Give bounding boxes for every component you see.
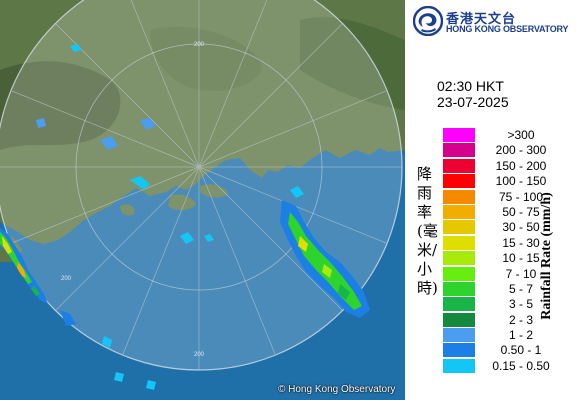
island	[200, 184, 228, 198]
observation-time: 02:30 HKT	[437, 78, 504, 94]
info-panel: 香港天文台 HONG KONG OBSERVATORY 02:30 HKT 23…	[405, 0, 577, 400]
legend-label: 150 - 200	[495, 158, 547, 173]
legend-label: 0.15 - 0.50	[492, 358, 550, 373]
legend-swatch	[443, 266, 475, 281]
legend-swatch	[443, 158, 475, 173]
legend-label: 2 - 3	[508, 312, 533, 327]
legend-label: 10 - 15	[502, 251, 540, 266]
hko-logo: 香港天文台 HONG KONG OBSERVATORY	[413, 6, 575, 40]
legend-swatch	[443, 128, 475, 142]
copyright-credit: © Hong Kong Observatory	[278, 384, 396, 395]
range-label-south: 200	[194, 352, 205, 358]
highland	[300, 17, 405, 110]
legend-label: 5 - 7	[508, 281, 533, 296]
observation-date: 23-07-2025	[437, 94, 509, 110]
legend-label: 100 - 150	[495, 174, 547, 189]
legend-swatch	[443, 235, 475, 250]
radar-image: 200 200 200	[0, 0, 405, 400]
legend-label: 7 - 10	[505, 266, 537, 281]
legend-swatch	[443, 297, 475, 312]
legend-label: 0.50 - 1	[500, 343, 542, 358]
legend-label: >300	[507, 128, 535, 142]
legend-label: 30 - 50	[502, 220, 540, 235]
legend-swatch	[443, 281, 475, 296]
radar-map: 200 200 200 © Hong Kong Observatory	[0, 0, 405, 400]
legend-label: 1 - 2	[508, 328, 533, 343]
legend-swatch	[443, 312, 475, 327]
legend-title-chinese: 降雨率(毫米/小時)	[417, 165, 438, 297]
island	[120, 204, 135, 216]
legend-swatch	[443, 220, 475, 235]
rain-echoes	[0, 44, 370, 390]
legend-label: 15 - 30	[502, 235, 540, 250]
legend-swatch	[443, 143, 475, 158]
range-label-north: 200	[194, 42, 205, 48]
legend-title-english: Rainfall Rate (mm/h)	[539, 192, 554, 320]
hko-emblem-icon	[413, 6, 443, 36]
legend-label: 50 - 75	[502, 204, 540, 219]
range-label-west: 200	[61, 276, 72, 282]
legend-swatch	[443, 174, 475, 189]
island	[168, 194, 196, 211]
legend-label: 75 - 100	[498, 189, 544, 204]
legend-label: 3 - 5	[508, 297, 533, 312]
agency-name-chinese: 香港天文台	[446, 12, 517, 27]
legend-swatch	[443, 343, 475, 358]
legend-swatch	[443, 328, 475, 343]
legend-swatch	[443, 358, 475, 373]
agency-name-english: HONG KONG OBSERVATORY	[446, 24, 569, 34]
highland	[150, 26, 262, 91]
legend-label: 200 - 300	[495, 143, 547, 158]
legend-swatch	[443, 251, 475, 266]
legend-swatch	[443, 204, 475, 219]
highland	[0, 61, 121, 150]
legend-swatch	[443, 189, 475, 204]
